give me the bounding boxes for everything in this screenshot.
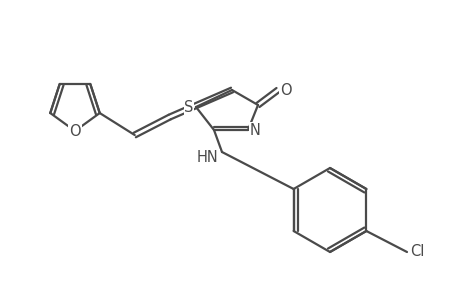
Text: O: O <box>280 82 291 98</box>
Text: HN: HN <box>197 149 218 164</box>
Text: S: S <box>184 100 193 115</box>
Text: N: N <box>249 122 260 137</box>
Text: O: O <box>69 124 81 139</box>
Text: Cl: Cl <box>409 244 423 260</box>
